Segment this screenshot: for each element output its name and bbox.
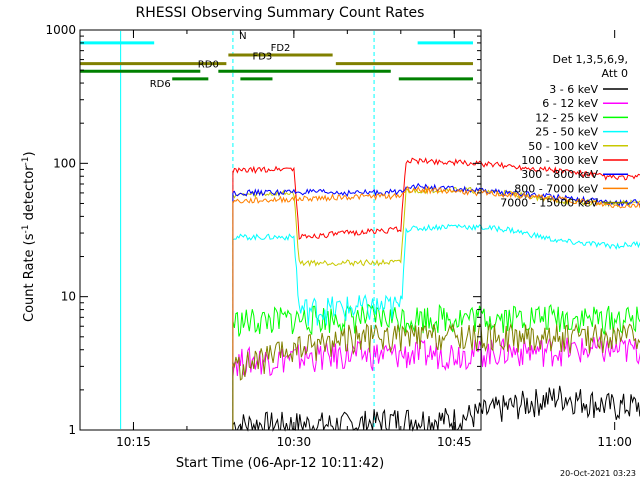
series-line (232, 185, 640, 209)
y-axis-label: Count Rate (s-1 detector-1) (21, 151, 37, 322)
legend-entry-label: 3 - 6 keV (549, 83, 598, 96)
legend-header-line: Att 0 (602, 67, 628, 80)
y-axis-label-sup: -1 (21, 156, 31, 165)
y-axis-label-part: ) (22, 151, 37, 156)
y-tick-label: 10 (61, 290, 76, 304)
state-bar-label: FD2 (271, 43, 291, 54)
legend-entry-label: 25 - 50 keV (535, 126, 598, 139)
series-line (232, 303, 640, 337)
legend-entry-label: 12 - 25 keV (535, 111, 598, 124)
series-line (232, 182, 640, 208)
legend-entry-label: 7000 - 15000 keV (500, 197, 598, 210)
y-axis-label-part: Count Rate (s (22, 233, 37, 322)
y-axis-label-sup: -1 (21, 224, 31, 233)
y-tick-label: 100 (53, 156, 76, 170)
y-axis: 1 10 100 1000 (45, 23, 481, 437)
state-bar-label: N (239, 31, 246, 42)
state-bar-label: RD6 (150, 79, 171, 90)
series-line (232, 157, 640, 240)
legend-entry-label: 6 - 12 keV (542, 97, 598, 110)
timestamp: 20-Oct-2021 03:23 (560, 469, 636, 478)
series-line (232, 322, 640, 381)
y-tick-label: 1000 (45, 23, 76, 37)
x-tick-label: 10:30 (277, 435, 312, 449)
legend-header-line: Det 1,3,5,6,9, (552, 53, 628, 66)
state-bar-label: FD3 (252, 52, 272, 63)
series-line (232, 385, 640, 432)
series-line (232, 223, 640, 326)
legend-entry-label: 300 - 800 keV (521, 168, 598, 181)
plot-frame (79, 29, 482, 431)
x-tick-label: 10:45 (437, 435, 472, 449)
series-line (232, 186, 640, 267)
state-bar-label: RD0 (198, 59, 219, 70)
series-line (232, 335, 640, 378)
y-tick-label: 1 (68, 423, 76, 437)
x-axis-label: Start Time (06-Apr-12 10:11:42) (176, 456, 384, 471)
legend-entry-label: 800 - 7000 keV (514, 182, 598, 195)
y-axis-label-part: detector (22, 165, 37, 225)
legend-entry-label: 50 - 100 keV (528, 140, 598, 153)
legend-entry-label: 100 - 300 keV (521, 154, 598, 167)
x-tick-label: 10:15 (116, 435, 151, 449)
x-tick-label: 11:00 (597, 435, 632, 449)
chart-title: RHESSI Observing Summary Count Rates (136, 5, 425, 21)
